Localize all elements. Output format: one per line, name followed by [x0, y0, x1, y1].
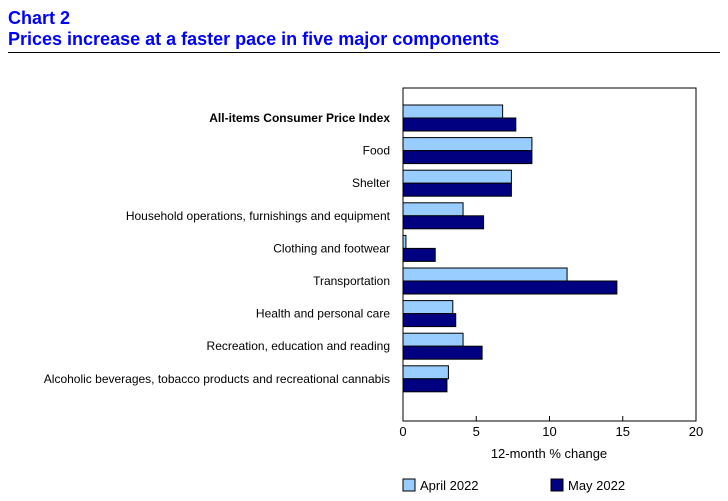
x-tick-label-1: 5 [473, 424, 480, 439]
bar-may-5 [402, 280, 618, 295]
chart-title: Prices increase at a faster pace in five… [8, 29, 500, 49]
bar-april-3 [402, 202, 464, 217]
bar-april-0 [402, 104, 504, 119]
bar-april-2 [402, 169, 512, 184]
x-tick-label-3: 15 [616, 424, 630, 439]
legend-label-april: April 2022 [420, 478, 479, 493]
category-label-2: Shelter [352, 176, 390, 190]
chart-header: Chart 2 Prices increase at a faster pace… [8, 8, 720, 50]
bar-may-4 [402, 247, 436, 262]
bar-april-8 [402, 365, 449, 380]
category-label-4: Clothing and footwear [273, 241, 390, 255]
chart-number: Chart 2 [8, 8, 71, 28]
bar-april-6 [402, 300, 454, 315]
bar-may-2 [402, 182, 512, 197]
bar-april-7 [402, 332, 464, 347]
legend: April 2022 May 2022 [402, 478, 625, 493]
category-label-8: Alcoholic beverages, tobacco products an… [44, 372, 390, 386]
bar-may-6 [402, 313, 457, 328]
title-rule [8, 52, 720, 53]
category-label-1: Food [363, 144, 390, 158]
bar-may-0 [402, 117, 517, 132]
category-label-0: All-items Consumer Price Index [209, 111, 390, 125]
x-tick-label-4: 20 [689, 424, 703, 439]
bar-may-1 [402, 150, 533, 165]
bar-april-5 [402, 267, 568, 282]
bar-may-7 [402, 345, 483, 360]
legend-swatch-april [402, 478, 416, 492]
legend-swatch-may [550, 478, 564, 492]
bar-april-1 [402, 137, 533, 152]
bar-may-3 [402, 215, 485, 230]
category-label-6: Health and personal care [256, 307, 390, 321]
plot-frame [402, 87, 697, 422]
category-label-7: Recreation, education and reading [207, 339, 390, 353]
x-tick-label-0: 0 [399, 424, 406, 439]
category-label-3: Household operations, furnishings and eq… [126, 209, 391, 223]
legend-label-may: May 2022 [568, 478, 625, 493]
x-tick-label-2: 10 [542, 424, 556, 439]
bar-may-8 [402, 378, 448, 393]
x-axis-label: 12-month % change [491, 446, 607, 461]
category-label-5: Transportation [313, 274, 390, 288]
